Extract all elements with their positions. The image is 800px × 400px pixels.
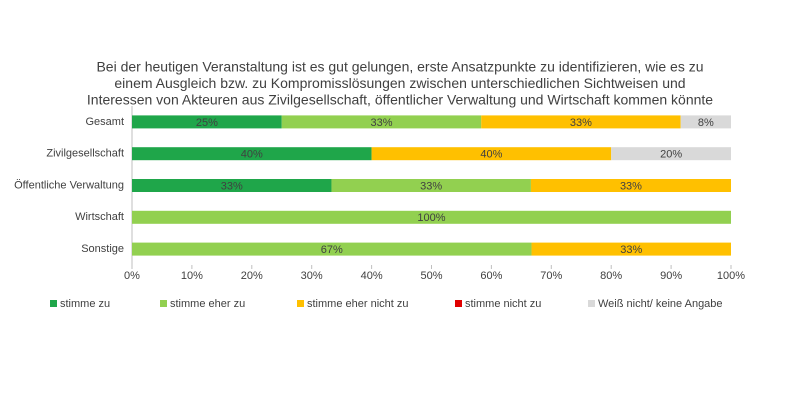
bar-segment: [132, 210, 731, 224]
bar-segment: [481, 115, 681, 129]
value-label: 33%: [620, 244, 642, 256]
x-tick-label: 30%: [301, 270, 323, 282]
bar-segment: [132, 179, 332, 192]
value-label: 8%: [698, 117, 714, 129]
chart-title: Interessen von Akteuren aus Zivilgesells…: [87, 92, 713, 108]
x-tick-label: 0%: [124, 270, 140, 282]
legend-swatch: [160, 300, 167, 307]
legend-label: stimme eher nicht zu: [307, 298, 408, 310]
legend-swatch: [50, 300, 57, 307]
x-tick-label: 90%: [660, 270, 682, 282]
legend-label: stimme nicht zu: [465, 298, 541, 310]
bar-segment: [132, 242, 532, 256]
legend-label: Weiß nicht/ keine Angabe: [598, 298, 723, 310]
legend-label: stimme eher zu: [170, 298, 245, 310]
x-tick-label: 70%: [540, 270, 562, 282]
bar-segment: [281, 115, 482, 129]
x-tick-label: 20%: [241, 270, 263, 282]
chart-title: einem Ausgleich bzw. zu Kompromisslösung…: [114, 75, 685, 91]
value-label: 33%: [570, 117, 592, 129]
bar-segment: [530, 179, 731, 192]
bar-segment: [680, 115, 731, 129]
x-tick-label: 50%: [420, 270, 442, 282]
y-tick-label: Zivilgesellschaft: [46, 148, 124, 160]
value-label: 25%: [196, 117, 218, 129]
legend-swatch: [455, 300, 462, 307]
bar-segment: [132, 147, 372, 161]
x-tick-label: 100%: [717, 270, 745, 282]
y-tick-label: Sonstige: [81, 243, 124, 255]
x-tick-label: 10%: [181, 270, 203, 282]
value-label: 33%: [221, 180, 243, 192]
y-tick-label: Wirtschaft: [75, 211, 124, 223]
x-tick-label: 60%: [480, 270, 502, 282]
value-label: 67%: [321, 244, 343, 256]
legend-swatch: [297, 300, 304, 307]
y-tick-label: Gesamt: [85, 116, 124, 128]
value-label: 20%: [660, 149, 682, 161]
bar-segment: [371, 147, 612, 161]
value-label: 100%: [417, 212, 445, 224]
bar-segment: [331, 179, 531, 192]
x-tick-label: 80%: [600, 270, 622, 282]
legend-swatch: [588, 300, 595, 307]
bar-segment: [611, 147, 731, 161]
value-label: 33%: [370, 117, 392, 129]
bar-segment: [132, 115, 282, 129]
value-label: 40%: [480, 149, 502, 161]
legend-label: stimme zu: [60, 298, 110, 310]
value-label: 40%: [241, 149, 263, 161]
value-label: 33%: [620, 180, 642, 192]
value-label: 33%: [420, 180, 442, 192]
y-tick-label: Öffentliche Verwaltung: [14, 179, 124, 191]
chart-title: Bei der heutigen Veranstaltung ist es gu…: [96, 59, 703, 75]
x-tick-label: 40%: [361, 270, 383, 282]
bar-segment: [531, 242, 731, 256]
